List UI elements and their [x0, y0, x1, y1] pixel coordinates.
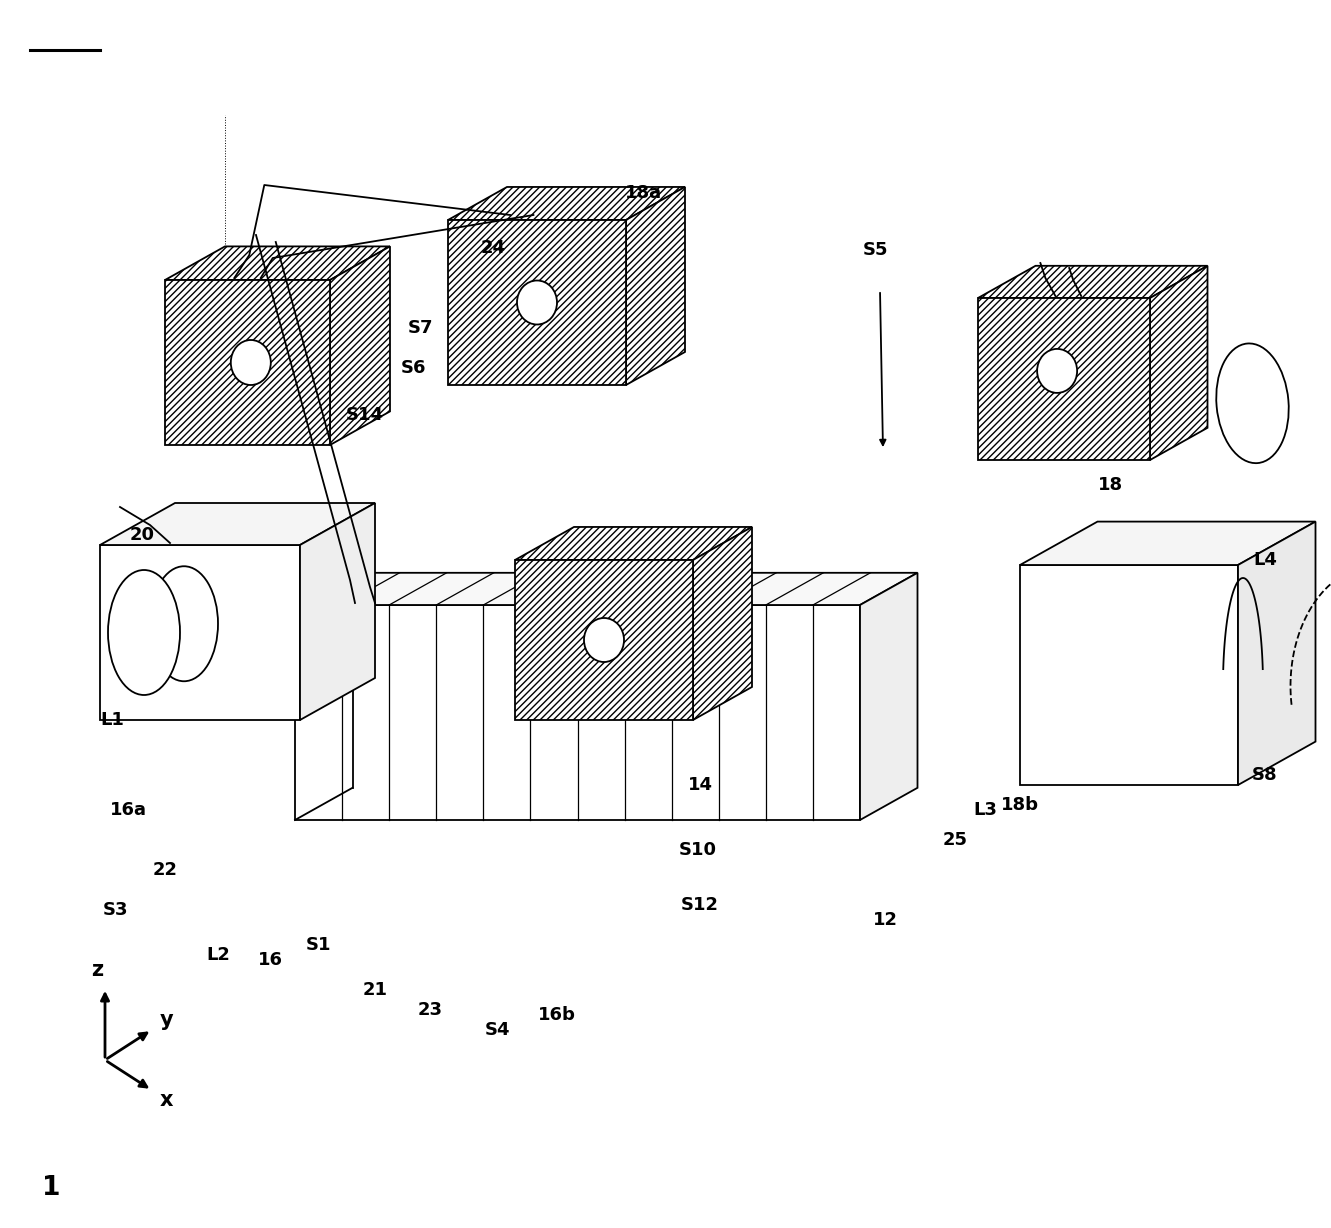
Polygon shape — [693, 527, 752, 720]
Text: L2: L2 — [206, 946, 230, 964]
Text: 24: 24 — [480, 239, 506, 257]
Text: S8: S8 — [1252, 766, 1278, 783]
Text: S7: S7 — [407, 319, 433, 336]
Polygon shape — [1020, 522, 1315, 565]
Text: S1: S1 — [305, 936, 330, 954]
Text: S6: S6 — [401, 359, 426, 377]
Text: z: z — [91, 960, 102, 980]
Ellipse shape — [516, 280, 556, 324]
Text: S14: S14 — [346, 406, 385, 424]
Polygon shape — [165, 247, 390, 280]
Polygon shape — [299, 503, 375, 720]
Polygon shape — [330, 247, 390, 445]
Ellipse shape — [584, 618, 624, 662]
Polygon shape — [626, 187, 685, 386]
Text: y: y — [160, 1009, 173, 1030]
Ellipse shape — [150, 566, 218, 682]
Ellipse shape — [1217, 344, 1288, 463]
Polygon shape — [295, 605, 860, 820]
Polygon shape — [100, 545, 299, 720]
Text: L1: L1 — [100, 711, 124, 729]
Ellipse shape — [230, 340, 270, 386]
Text: S12: S12 — [681, 896, 719, 914]
Text: 16: 16 — [257, 950, 282, 969]
Text: S5: S5 — [862, 241, 888, 259]
Text: 16a: 16a — [109, 801, 146, 819]
Text: 12: 12 — [873, 911, 897, 930]
Text: S3: S3 — [102, 901, 128, 919]
Text: 16b: 16b — [538, 1006, 576, 1024]
Text: 20: 20 — [129, 526, 154, 544]
Text: 18: 18 — [1098, 476, 1122, 494]
Text: S4: S4 — [484, 1020, 510, 1039]
Polygon shape — [515, 527, 752, 560]
Polygon shape — [1238, 522, 1315, 785]
Polygon shape — [449, 220, 626, 386]
Polygon shape — [515, 560, 693, 720]
Polygon shape — [978, 298, 1150, 460]
Ellipse shape — [1037, 349, 1077, 393]
Ellipse shape — [108, 570, 180, 695]
Text: S10: S10 — [679, 841, 717, 860]
Polygon shape — [295, 572, 917, 605]
Text: 23: 23 — [418, 1001, 442, 1019]
Text: 21: 21 — [362, 981, 387, 1000]
Polygon shape — [449, 187, 685, 220]
Text: 22: 22 — [153, 861, 177, 879]
Polygon shape — [978, 265, 1207, 298]
Text: S2: S2 — [136, 621, 161, 639]
Text: x: x — [160, 1090, 173, 1110]
Polygon shape — [860, 572, 917, 820]
Text: 18b: 18b — [1001, 796, 1040, 814]
Text: L4: L4 — [1252, 551, 1276, 569]
Text: L3: L3 — [973, 801, 997, 819]
Text: 25: 25 — [942, 831, 968, 849]
Text: 18a: 18a — [624, 184, 662, 201]
Text: 1: 1 — [43, 1175, 60, 1201]
Polygon shape — [1150, 265, 1207, 460]
Polygon shape — [100, 503, 375, 545]
Text: 14: 14 — [688, 776, 712, 795]
Polygon shape — [165, 280, 330, 445]
Polygon shape — [1020, 565, 1238, 785]
